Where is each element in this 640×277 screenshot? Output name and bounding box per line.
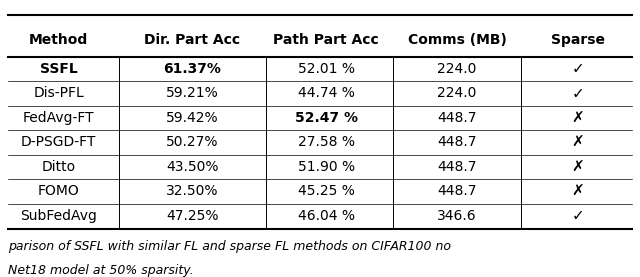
Text: Dir. Part Acc: Dir. Part Acc xyxy=(145,33,241,47)
Text: Sparse: Sparse xyxy=(551,33,605,47)
Text: 448.7: 448.7 xyxy=(437,111,477,125)
Text: 43.50%: 43.50% xyxy=(166,160,219,174)
Text: 59.21%: 59.21% xyxy=(166,86,219,101)
Text: ✗: ✗ xyxy=(572,184,584,199)
Text: 61.37%: 61.37% xyxy=(164,62,221,76)
Text: 32.50%: 32.50% xyxy=(166,184,219,199)
Text: 52.47 %: 52.47 % xyxy=(295,111,358,125)
Text: 448.7: 448.7 xyxy=(437,135,477,150)
Text: 44.74 %: 44.74 % xyxy=(298,86,355,101)
Text: Comms (MB): Comms (MB) xyxy=(408,33,506,47)
Text: ✓: ✓ xyxy=(572,209,584,224)
Text: 51.90 %: 51.90 % xyxy=(298,160,355,174)
Text: Net18 model at 50% sparsity.: Net18 model at 50% sparsity. xyxy=(8,264,193,277)
Text: ✗: ✗ xyxy=(572,160,584,175)
Text: ✗: ✗ xyxy=(572,135,584,150)
Text: ✓: ✓ xyxy=(572,61,584,76)
Text: 448.7: 448.7 xyxy=(437,184,477,199)
Text: ✓: ✓ xyxy=(572,86,584,101)
Text: Path Part Acc: Path Part Acc xyxy=(273,33,380,47)
Text: Method: Method xyxy=(29,33,88,47)
Text: ✗: ✗ xyxy=(572,111,584,125)
Text: 27.58 %: 27.58 % xyxy=(298,135,355,150)
Text: 46.04 %: 46.04 % xyxy=(298,209,355,223)
Text: 59.42%: 59.42% xyxy=(166,111,219,125)
Text: 346.6: 346.6 xyxy=(437,209,477,223)
Text: 47.25%: 47.25% xyxy=(166,209,219,223)
Text: parison of SSFL with similar FL and sparse FL methods on CIFAR100 no: parison of SSFL with similar FL and spar… xyxy=(8,240,451,253)
Text: SSFL: SSFL xyxy=(40,62,77,76)
Text: SubFedAvg: SubFedAvg xyxy=(20,209,97,223)
Text: 45.25 %: 45.25 % xyxy=(298,184,355,199)
Text: Ditto: Ditto xyxy=(42,160,76,174)
Text: D-PSGD-FT: D-PSGD-FT xyxy=(21,135,97,150)
Text: FOMO: FOMO xyxy=(38,184,79,199)
Text: 224.0: 224.0 xyxy=(437,62,477,76)
Text: FedAvg-FT: FedAvg-FT xyxy=(23,111,95,125)
Text: 52.01 %: 52.01 % xyxy=(298,62,355,76)
Text: Dis-PFL: Dis-PFL xyxy=(33,86,84,101)
Text: 448.7: 448.7 xyxy=(437,160,477,174)
Text: 224.0: 224.0 xyxy=(437,86,477,101)
Text: 50.27%: 50.27% xyxy=(166,135,219,150)
